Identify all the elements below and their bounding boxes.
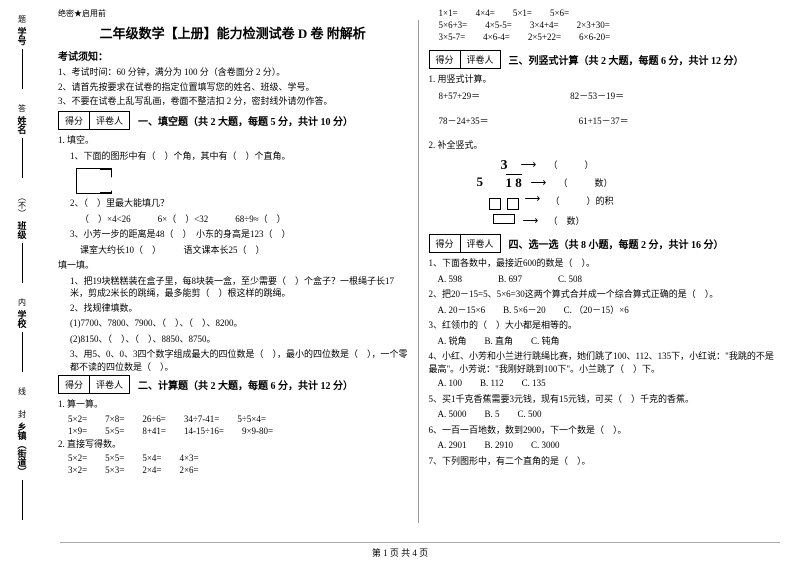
binding-gutter: 题学号 答姓名 （不） 班级 内学校 线 封乡镇（街道）: [0, 0, 44, 535]
question: 1. 填空。: [58, 134, 408, 148]
gutter-mark: 内: [17, 298, 28, 306]
left-column: 绝密★启用前 二年级数学【上册】能力检测试卷 D 卷 附解析 考试须知： 1、考…: [48, 8, 418, 535]
q-options: A. 598 B. 697 C. 508: [429, 273, 779, 287]
question: 2. 直接写得数。: [58, 438, 408, 452]
calc-row: 5×2=5×5=5×4=4×3=: [58, 453, 408, 463]
page-footer: 第 1 页 共 4 页: [0, 546, 800, 559]
calc-row: 5×6+3=4×5-5=3×4+4=2×3+30=: [429, 20, 779, 30]
diag-box: [493, 214, 515, 224]
diag-dividend: 1 8: [506, 174, 522, 191]
note-line: 3、不要在试卷上乱写乱画，卷面不整洁扣 2 分，密封线外请勿作答。: [58, 96, 408, 108]
notes-heading: 考试须知：: [58, 48, 408, 63]
q-options: A. 20－15×6 B. 5×6－20 C. （20－15）×6: [429, 304, 779, 318]
note-line: 1、考试时间：60 分钟，满分为 100 分（含卷面分 2 分）。: [58, 67, 408, 79]
diag-quotient: 3: [501, 158, 508, 174]
score-cell: 评卷人: [90, 376, 129, 393]
q-line: 2、把20－15=5、5×6=30这两个算式合并成一个综合算式正确的是（ ）。: [429, 288, 779, 302]
gutter-label: 姓名: [16, 116, 29, 134]
gutter-label: 乡镇（街道）: [16, 422, 29, 476]
q-line: 课室大约长10（ ） 语文课本长25（ ）: [58, 244, 408, 258]
arrow-icon: ⟶: [531, 176, 547, 189]
gutter-label: 学号: [16, 27, 29, 45]
diag-label: （ 数）: [549, 214, 585, 227]
question: 2. 补全竖式。: [429, 139, 779, 153]
score-cell: 得分: [430, 51, 461, 68]
score-box: 得分 评卷人: [58, 375, 130, 394]
q-options: A. 5000 B. 5 C. 500: [429, 408, 779, 422]
page: 绝密★启用前 二年级数学【上册】能力检测试卷 D 卷 附解析 考试须知： 1、考…: [0, 0, 800, 535]
gutter-label: 学校: [16, 310, 29, 328]
arrow-icon: ⟶: [521, 158, 537, 171]
section-heading: 三、列竖式计算（共 2 大题，每题 6 分，共计 12 分）: [509, 52, 744, 67]
q-options: A. 锐角 B. 直角 C. 钝角: [429, 335, 779, 349]
q-line: （ ）×4<26 6×（ ）<32 68÷9≈（ ）: [58, 213, 408, 227]
score-cell: 评卷人: [461, 51, 500, 68]
gutter-mark: 答: [17, 104, 28, 112]
vertical-calc-row: 8+57+29＝ 82－53－19＝: [429, 89, 779, 102]
section-heading: 四、选一选（共 8 小题，每题 2 分，共计 16 分）: [509, 236, 724, 251]
confidential-tag: 绝密★启用前: [58, 8, 408, 19]
calc-row: 1×1=4×4=5×1=5×6=: [429, 8, 779, 18]
score-box: 得分 评卷人: [429, 234, 501, 253]
q-line: 2、找规律填数。: [58, 302, 408, 316]
note-line: 2、请首先按要求在试卷的指定位置填写您的姓名、班级、学号。: [58, 82, 408, 94]
q-line: 5、买1千克香蕉需要3元钱，现有15元钱，可买（ ）千克的香蕉。: [429, 393, 779, 407]
diag-label: （ ）的积: [551, 194, 614, 207]
question: 1. 用竖式计算。: [429, 73, 779, 87]
diag-label: （ ）: [549, 158, 594, 171]
vertical-calc-row: 78－24+35＝ 61+15－37＝: [429, 114, 779, 127]
q-line: 3、红领巾的（ ）大小都是相等的。: [429, 319, 779, 333]
score-cell: 得分: [59, 112, 90, 129]
gutter-label: 班级: [16, 221, 29, 239]
arrow-icon: ⟶: [523, 214, 539, 227]
section-heading: 二、计算题（共 2 大题，每题 6 分，共计 12 分）: [138, 377, 353, 392]
question: 填一填。: [58, 259, 408, 273]
q-options: A. 2901 B. 2910 C. 3000: [429, 439, 779, 453]
q-line: 3、用5、0、0、3四个数字组成最大的四位数是（ ），最小的四位数是（ ），一个…: [58, 348, 408, 373]
score-cell: 得分: [59, 376, 90, 393]
flag-shape: [76, 168, 112, 194]
q-line: 2、（ ）里最大能填几？: [58, 197, 408, 211]
q-line: 1、下面各数中，最接近600的数是（ ）。: [429, 257, 779, 271]
calc-row: 5×2=7×8=26÷6=34÷7-41=5÷5×4=: [58, 414, 408, 424]
gutter-mark: 线: [17, 387, 28, 395]
arrow-icon: ⟶: [525, 192, 541, 205]
q-line: (1)7700、7800、7900、（ ）、（ ）、8200。: [58, 317, 408, 331]
division-diagram: 3 5 1 8 ⟶ ⟶ ⟶ ⟶ （ ） （ 数） （ ）的积 （ 数）: [449, 158, 649, 230]
q-line: 1、把19块糕糕装在盒子里，每8块装一盒，至少需要（ ）个盒子？一根绳子长17米…: [58, 275, 408, 300]
diag-label: （ 数）: [559, 176, 613, 189]
calc-row: 3×2=5×3=2×4=2×6=: [58, 465, 408, 475]
q-line: 7、下列图形中，有二个直角的是（ ）。: [429, 455, 779, 469]
exam-title: 二年级数学【上册】能力检测试卷 D 卷 附解析: [58, 23, 408, 42]
diag-box: [507, 198, 519, 210]
q-line: 1、下面的图形中有（ ）个角，其中有（ ）个直角。: [58, 150, 408, 164]
score-cell: 评卷人: [461, 235, 500, 252]
gutter-mark: （不）: [17, 193, 28, 217]
calc-row: 3×5-7=4×6-4=2×5+22=6×6-20=: [429, 32, 779, 42]
q-line: (2)8150、（ ）、（ ）、8850、8750。: [58, 333, 408, 347]
question: 1. 算一算。: [58, 398, 408, 412]
section-heading: 一、填空题（共 2 大题，每题 5 分，共计 10 分）: [138, 113, 353, 128]
q-line: 6、一百一百地数，数到2900，下一个数是（ ）。: [429, 424, 779, 438]
q-options: A. 100 B. 112 C. 135: [429, 377, 779, 391]
calc-row: 1×9=5×5=8+41=14-15÷16=9×9-80=: [58, 426, 408, 436]
gutter-mark: 封: [17, 410, 28, 418]
q-line: 4、小红、小芳和小兰进行跳绳比赛，她们跳了100、112、135下，小红说："我…: [429, 350, 779, 375]
score-cell: 评卷人: [90, 112, 129, 129]
score-box: 得分 评卷人: [429, 50, 501, 69]
q-line: 3、小芳一步的距离是48（ ） 小东的身高是123（ ）: [58, 228, 408, 242]
gutter-mark: 题: [17, 15, 28, 23]
diag-box: [489, 198, 501, 210]
score-cell: 得分: [430, 235, 461, 252]
right-column: 1×1=4×4=5×1=5×6= 5×6+3=4×5-5=3×4+4=2×3+3…: [419, 8, 789, 535]
score-box: 得分 评卷人: [58, 111, 130, 130]
diag-divisor: 5: [477, 174, 485, 190]
